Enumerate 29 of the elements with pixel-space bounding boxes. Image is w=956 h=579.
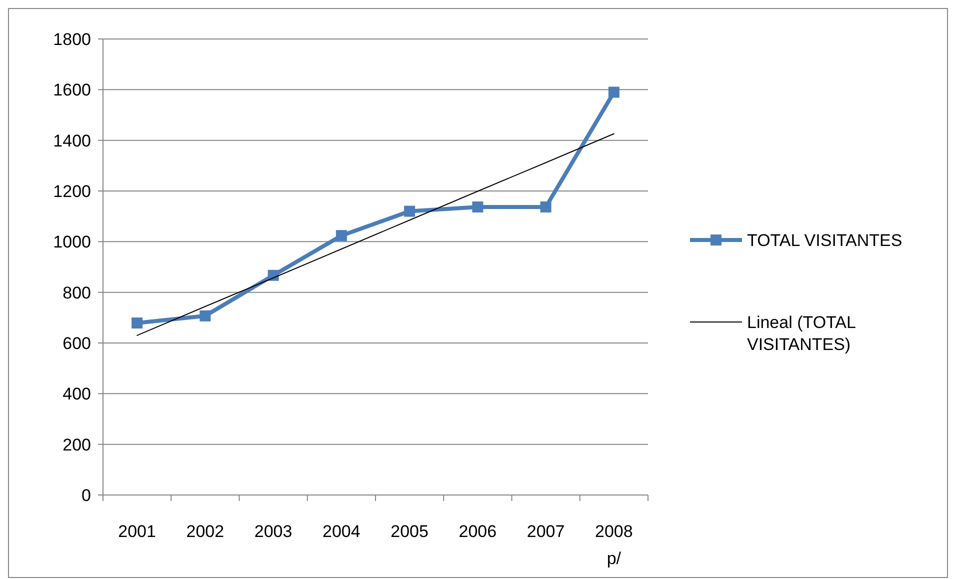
x-tick-label: 2001: [118, 522, 156, 541]
line-series: [136, 133, 614, 336]
x-tick-label: 2005: [390, 522, 428, 541]
x-tick-label: 2003: [254, 522, 292, 541]
point: [608, 86, 620, 98]
y-tick-label: 800: [62, 283, 91, 302]
y-tick-label: 400: [62, 384, 91, 404]
y-tick-label: 1400: [53, 131, 91, 150]
x-tick-label: 2007: [526, 522, 565, 541]
x-tick-label: 2004: [322, 522, 360, 541]
point: [540, 201, 552, 212]
point: [200, 310, 211, 322]
x-tick-label: 2002: [186, 522, 224, 541]
point: [404, 206, 416, 217]
y-tick-label: 1800: [53, 30, 91, 49]
y-tick-label: 1200: [53, 182, 91, 201]
y-tick-label: 0: [82, 486, 91, 505]
x-tick-label: 2006: [458, 522, 497, 541]
y-tick-label: 1000: [53, 232, 91, 252]
point: [472, 201, 484, 212]
y-tick-label: 200: [62, 435, 91, 454]
point: [336, 230, 347, 242]
legend-label: TOTAL VISITANTES: [747, 231, 902, 250]
point: [132, 317, 143, 328]
y-tick-label: 1600: [53, 80, 91, 100]
x-tick-label: 2008 p/: [595, 522, 633, 568]
legend-label: Lineal (TOTAL VISITANTES): [747, 313, 856, 354]
y-tick-label: 600: [62, 334, 91, 353]
point: [268, 270, 279, 281]
